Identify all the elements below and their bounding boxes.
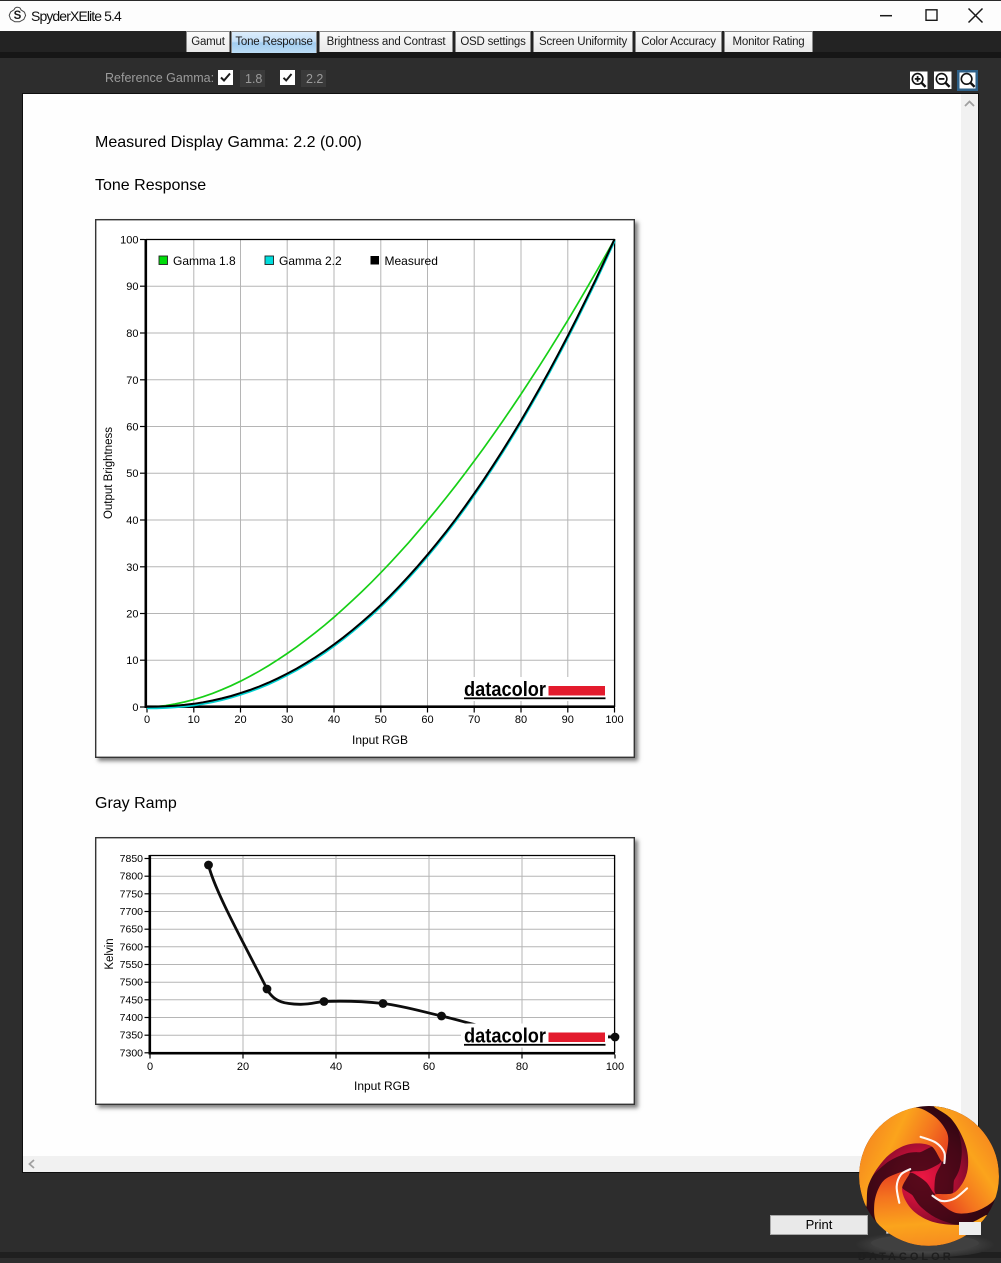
svg-text:7800: 7800	[120, 871, 144, 883]
svg-text:10: 10	[126, 655, 138, 667]
svg-text:40: 40	[328, 714, 340, 726]
svg-text:7650: 7650	[120, 924, 144, 936]
svg-text:datacolor: datacolor	[464, 1025, 546, 1048]
svg-text:30: 30	[126, 562, 138, 574]
svg-text:0: 0	[132, 702, 138, 714]
svg-text:90: 90	[562, 714, 574, 726]
svg-text:datacolor: datacolor	[464, 678, 546, 701]
svg-text:80: 80	[516, 1061, 528, 1073]
svg-text:20: 20	[237, 1061, 249, 1073]
svg-text:7300: 7300	[120, 1047, 144, 1059]
svg-text:80: 80	[515, 714, 527, 726]
svg-text:50: 50	[126, 468, 138, 480]
svg-text:Gamma 2.2: Gamma 2.2	[279, 254, 342, 268]
svg-text:40: 40	[126, 515, 138, 527]
svg-text:100: 100	[605, 714, 623, 726]
svg-text:7850: 7850	[120, 853, 144, 865]
svg-text:Input RGB: Input RGB	[352, 733, 408, 747]
svg-text:40: 40	[330, 1061, 342, 1073]
svg-text:60: 60	[421, 714, 433, 726]
svg-text:10: 10	[188, 714, 200, 726]
svg-text:70: 70	[468, 714, 480, 726]
svg-text:Output Brightness: Output Brightness	[103, 427, 115, 519]
svg-text:70: 70	[126, 375, 138, 387]
svg-text:7750: 7750	[120, 888, 144, 900]
svg-text:30: 30	[281, 714, 293, 726]
svg-text:60: 60	[423, 1061, 435, 1073]
svg-text:20: 20	[234, 714, 246, 726]
svg-text:20: 20	[126, 609, 138, 621]
svg-text:0: 0	[147, 1061, 153, 1073]
svg-text:7500: 7500	[120, 977, 144, 989]
svg-text:90: 90	[126, 281, 138, 293]
svg-text:7700: 7700	[120, 906, 144, 918]
svg-text:100: 100	[120, 235, 138, 247]
svg-text:Kelvin: Kelvin	[104, 938, 116, 969]
svg-text:50: 50	[375, 714, 387, 726]
svg-text:Input RGB: Input RGB	[354, 1079, 410, 1093]
svg-text:7600: 7600	[120, 941, 144, 953]
svg-text:80: 80	[126, 328, 138, 340]
svg-text:7350: 7350	[120, 1030, 144, 1042]
svg-text:7550: 7550	[120, 959, 144, 971]
svg-text:Gamma 1.8: Gamma 1.8	[173, 254, 236, 268]
svg-text:0: 0	[144, 714, 150, 726]
svg-text:7450: 7450	[120, 994, 144, 1006]
svg-text:60: 60	[126, 422, 138, 434]
svg-text:7400: 7400	[120, 1012, 144, 1024]
svg-text:Measured: Measured	[385, 254, 438, 268]
svg-text:100: 100	[606, 1061, 624, 1073]
svg-text:S: S	[14, 10, 22, 22]
